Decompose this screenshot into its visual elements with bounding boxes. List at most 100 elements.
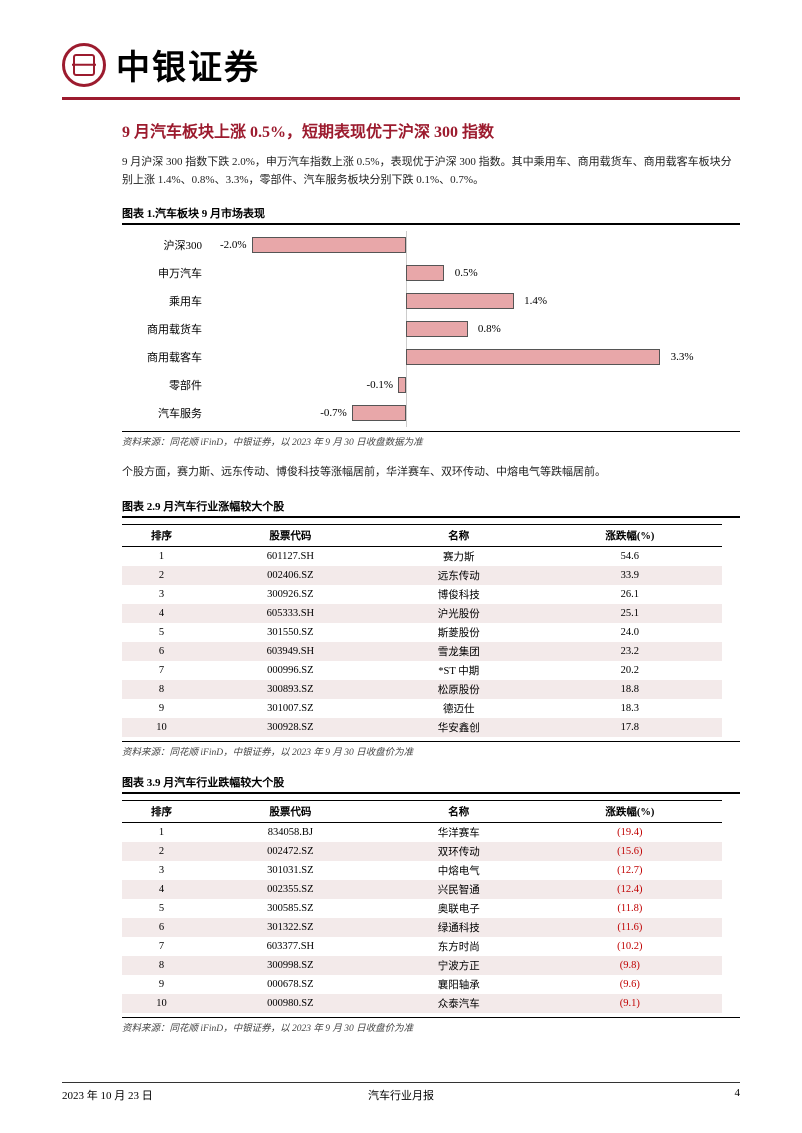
table-cell: 10: [122, 994, 201, 1013]
table-cell: 6: [122, 918, 201, 937]
table-cell: 3: [122, 585, 201, 604]
chart-bar-area: 0.5%: [208, 259, 722, 287]
table-header: 涨跌幅(%): [538, 800, 722, 822]
chart-bar-area: -0.7%: [208, 399, 722, 427]
table-row: 9000678.SZ襄阳轴承(9.6): [122, 975, 722, 994]
table-cell: (9.6): [538, 975, 722, 994]
chart-bar: [406, 293, 514, 309]
table-row: 10000980.SZ众泰汽车(9.1): [122, 994, 722, 1013]
table-cell: (12.4): [538, 880, 722, 899]
chart-bar-value: -2.0%: [220, 239, 247, 251]
table-row: 5300585.SZ奥联电子(11.8): [122, 899, 722, 918]
table2-title: 图表 2.9 月汽车行业涨幅较大个股: [122, 498, 740, 514]
chart-bar-area: 1.4%: [208, 287, 722, 315]
table3-source: 资料来源：同花顺 iFinD，中银证券，以 2023 年 9 月 30 日收盘价…: [122, 1017, 740, 1034]
table-cell: 6: [122, 642, 201, 661]
table-cell: 5: [122, 623, 201, 642]
chart-row: 商用载客车 3.3%: [122, 343, 722, 371]
table-cell: 兴民智通: [380, 880, 538, 899]
section-title: 9 月汽车板块上涨 0.5%，短期表现优于沪深 300 指数: [122, 118, 740, 142]
table-cell: 襄阳轴承: [380, 975, 538, 994]
table-cell: 301031.SZ: [201, 861, 380, 880]
table-cell: (11.8): [538, 899, 722, 918]
chart-row-label: 零部件: [122, 377, 208, 393]
table-row: 7603377.SH东方时尚(10.2): [122, 937, 722, 956]
chart1: 沪深300-2.0%申万汽车0.5%乘用车1.4%商用载货车0.8%商用载客车3…: [122, 231, 722, 427]
table-header: 涨跌幅(%): [538, 524, 722, 546]
table-row: 6603949.SH雪龙集团23.2: [122, 642, 722, 661]
header: 中银证券: [62, 40, 740, 89]
chart-bar: [352, 405, 406, 421]
chart-row: 乘用车 1.4%: [122, 287, 722, 315]
table-cell: 雪龙集团: [380, 642, 538, 661]
table-header: 名称: [380, 800, 538, 822]
chart-bar-value: 3.3%: [671, 351, 694, 363]
table-cell: 33.9: [538, 566, 722, 585]
table-cell: 松原股份: [380, 680, 538, 699]
table-row: 4002355.SZ兴民智通(12.4): [122, 880, 722, 899]
table-row: 7000996.SZ*ST 中期20.2: [122, 661, 722, 680]
chart-row-label: 乘用车: [122, 293, 208, 309]
table-cell: 18.8: [538, 680, 722, 699]
table-row: 8300998.SZ宁波方正(9.8): [122, 956, 722, 975]
footer: 2023 年 10 月 23 日 汽车行业月报 4: [62, 1082, 740, 1103]
table-cell: 000678.SZ: [201, 975, 380, 994]
footer-doc-title: 汽车行业月报: [368, 1087, 434, 1103]
table-cell: 300926.SZ: [201, 585, 380, 604]
gainers-table: 排序股票代码名称涨跌幅(%)1601127.SH赛力斯54.62002406.S…: [122, 524, 722, 737]
chart-row: 商用载货车0.8%: [122, 315, 722, 343]
table-cell: 002355.SZ: [201, 880, 380, 899]
table-cell: 中熔电气: [380, 861, 538, 880]
table-row: 1601127.SH赛力斯54.6: [122, 546, 722, 566]
table-row: 5301550.SZ斯菱股份24.0: [122, 623, 722, 642]
table-cell: 8: [122, 956, 201, 975]
table-cell: 24.0: [538, 623, 722, 642]
table-cell: 3: [122, 861, 201, 880]
table-cell: 4: [122, 880, 201, 899]
chart-bar-value: -0.7%: [320, 407, 347, 419]
chart-row: 申万汽车0.5%: [122, 259, 722, 287]
table-cell: 2: [122, 566, 201, 585]
table-cell: 300998.SZ: [201, 956, 380, 975]
table-cell: 8: [122, 680, 201, 699]
table-cell: 603949.SH: [201, 642, 380, 661]
losers-table: 排序股票代码名称涨跌幅(%)1834058.BJ华洋赛车(19.4)200247…: [122, 800, 722, 1013]
table-cell: 绿通科技: [380, 918, 538, 937]
table-cell: 20.2: [538, 661, 722, 680]
table-header: 排序: [122, 524, 201, 546]
table-row: 4605333.SH沪光股份25.1: [122, 604, 722, 623]
table-cell: 宁波方正: [380, 956, 538, 975]
table-cell: 605333.SH: [201, 604, 380, 623]
table-cell: 4: [122, 604, 201, 623]
table-cell: 002406.SZ: [201, 566, 380, 585]
table-row: 9301007.SZ德迈仕18.3: [122, 699, 722, 718]
chart-bar: [252, 237, 406, 253]
table2-source: 资料来源：同花顺 iFinD，中银证券，以 2023 年 9 月 30 日收盘价…: [122, 741, 740, 758]
table-header: 股票代码: [201, 800, 380, 822]
table-cell: (12.7): [538, 861, 722, 880]
table-cell: 10: [122, 718, 201, 737]
logo-icon: [62, 43, 106, 87]
table-cell: 000996.SZ: [201, 661, 380, 680]
table-cell: 远东传动: [380, 566, 538, 585]
chart-row: 汽车服务-0.7%: [122, 399, 722, 427]
stocks-intro: 个股方面，赛力斯、远东传动、博俊科技等涨幅居前，华洋赛车、双环传动、中熔电气等跌…: [122, 464, 740, 482]
table-cell: 2: [122, 842, 201, 861]
table-cell: 301550.SZ: [201, 623, 380, 642]
table-cell: 002472.SZ: [201, 842, 380, 861]
table-cell: 301322.SZ: [201, 918, 380, 937]
chart-bar-area: -2.0%: [208, 231, 722, 259]
table3-rule: [122, 792, 740, 794]
table-row: 2002406.SZ远东传动33.9: [122, 566, 722, 585]
table-header: 排序: [122, 800, 201, 822]
chart-bar-value: 1.4%: [524, 295, 547, 307]
table-row: 1834058.BJ华洋赛车(19.4): [122, 822, 722, 842]
table-cell: 300585.SZ: [201, 899, 380, 918]
table-cell: 德迈仕: [380, 699, 538, 718]
table-cell: 博俊科技: [380, 585, 538, 604]
chart-bar-area: 3.3%: [208, 343, 722, 371]
table-row: 10300928.SZ华安鑫创17.8: [122, 718, 722, 737]
chart-row-label: 商用载客车: [122, 349, 208, 365]
table-cell: 603377.SH: [201, 937, 380, 956]
header-rule: [62, 97, 740, 100]
